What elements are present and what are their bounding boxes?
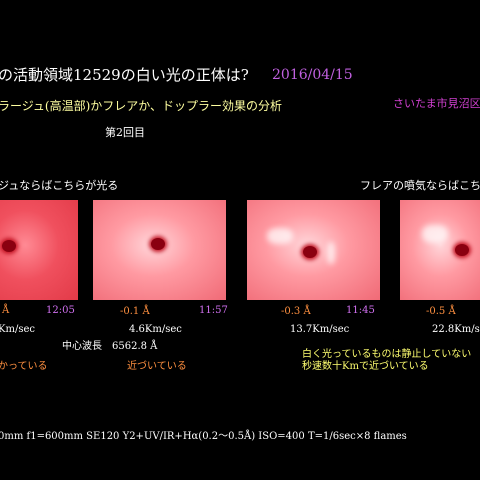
title: の活動領域12529の白い光の正体は? [0,66,249,84]
center-wavelength: 中心波長 6562.8 Å [62,341,158,352]
caption: フレアの噴気ならばこちらか [360,179,480,192]
session: 第2回目 [105,126,145,139]
speed: Km/sec [0,324,35,335]
sun-image [0,200,78,300]
speed: 22.8Km/sec [432,324,480,335]
time: 12:05 [46,305,75,316]
speed: 4.6Km/sec [129,324,182,335]
wavelength: -0.1 Å [120,306,150,317]
wavelength: Å [2,305,10,316]
note: 秒速数十Kmで近づいている [302,361,429,372]
note: 白く光っているものは静止していない [302,349,472,360]
sun-image [93,200,226,300]
subtitle: ラージュ(高温部)かフレアか、ドップラー効果の分析 [0,99,283,113]
speed: 13.7Km/sec [290,324,350,335]
note: 近づいている [127,361,187,372]
caption: ジュならばこちらが光る [0,179,119,192]
location: さいたま市見沼区春 [393,97,480,110]
date: 2016/04/15 [272,67,353,83]
wavelength: -0.3 Å [281,306,311,317]
sun-image [400,200,480,300]
note: かっている [0,361,48,372]
time: 11:57 [199,305,228,316]
wavelength: -0.5 Å [426,306,456,317]
sun-image [247,200,380,300]
equipment: 0mm f1=600mm SE120 Y2+UV/IR+Hα(0.2～0.5Å)… [0,431,407,442]
time: 11:45 [346,305,375,316]
